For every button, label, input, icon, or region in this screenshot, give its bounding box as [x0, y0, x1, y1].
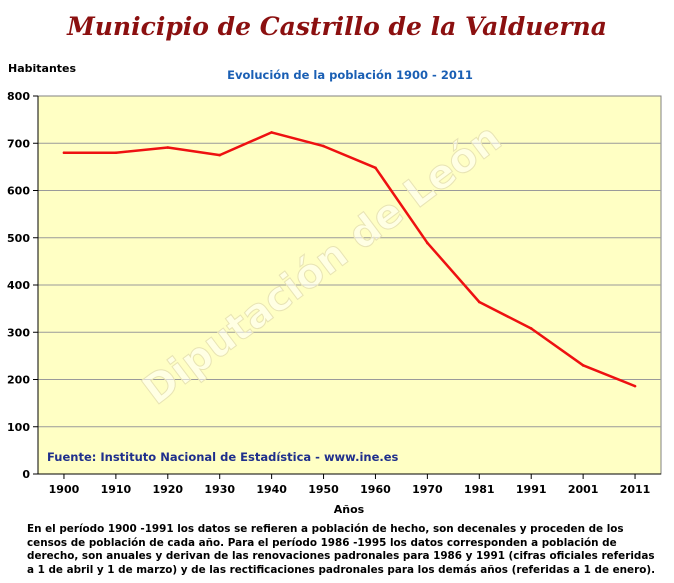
grid [38, 142, 661, 428]
data-point [322, 144, 325, 148]
data-point [62, 151, 66, 154]
x-tick-label: 1950 [308, 483, 339, 496]
page-title: Municipio de Castrillo de la Valduerna [67, 12, 607, 41]
data-point [581, 364, 585, 367]
source-note: Fuente: Instituto Nacional de Estadístic… [47, 450, 399, 464]
data-point [477, 300, 481, 304]
data-point [529, 327, 533, 330]
y-axis-label: Habitantes [8, 62, 77, 75]
data-point [166, 146, 170, 149]
y-tick-label: 700 [7, 137, 30, 150]
x-tick-label: 1940 [256, 483, 287, 496]
x-tick-label: 1900 [49, 483, 80, 496]
y-tick-label: 300 [7, 326, 30, 339]
data-point [633, 384, 637, 388]
chart-title: Evolución de la población 1900 - 2011 [227, 68, 473, 82]
x-tick-label: 1910 [101, 483, 132, 496]
data-point [374, 166, 377, 170]
data-point [114, 151, 118, 154]
x-tick-label: 2011 [620, 483, 651, 496]
x-tick-label: 1981 [464, 483, 495, 496]
y-tick-label: 500 [7, 232, 30, 245]
x-tick-label: 1960 [360, 483, 391, 496]
y-tick-label: 100 [7, 421, 30, 434]
data-point [218, 153, 222, 157]
y-tick-label: 600 [7, 185, 30, 198]
data-point [270, 131, 273, 134]
x-tick-label: 2001 [568, 483, 599, 496]
x-tick-label: 1970 [412, 483, 443, 496]
data-point [426, 241, 429, 245]
series-layer [62, 131, 637, 388]
y-tick-label: 400 [7, 279, 30, 292]
x-axis-label: Años [334, 503, 365, 516]
x-tick-label: 1991 [516, 483, 547, 496]
axes: 0 100 200 300 400 500 600 700 800 1900 1910 1920 193… [7, 90, 661, 496]
y-tick-label: 200 [7, 374, 30, 387]
x-tick-label: 1930 [204, 483, 235, 496]
y-tick-label: 0 [22, 468, 30, 481]
methodology-note: En el período 1900 -1991 los datos se re… [27, 523, 656, 576]
y-tick-label: 800 [7, 90, 30, 103]
population-series-line [64, 131, 636, 388]
x-tick-label: 1920 [152, 483, 183, 496]
